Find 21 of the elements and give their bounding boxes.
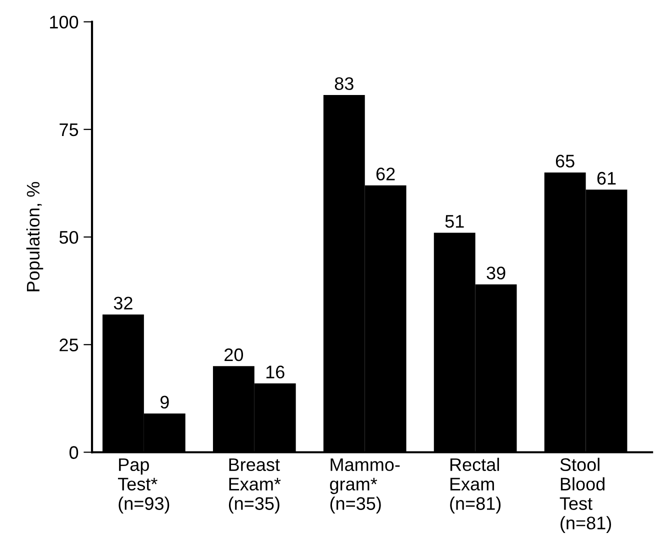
data-label: 32 xyxy=(114,296,132,310)
data-label: 83 xyxy=(334,77,354,90)
y-tick-label: 25 xyxy=(60,338,78,352)
data-label: 65 xyxy=(556,154,574,168)
data-label: 51 xyxy=(445,215,464,228)
data-label: 62 xyxy=(376,168,395,180)
y-tick-label: 100 xyxy=(50,16,78,29)
data-label: 20 xyxy=(224,348,244,362)
y-tick-label: 75 xyxy=(60,124,78,136)
data-label: 39 xyxy=(486,266,506,280)
x-tick-label: Mammo- gram* (n=35) xyxy=(330,458,400,514)
x-tick-label: Pap Test* (n=93) xyxy=(118,458,170,514)
y-axis-title: Population, % xyxy=(26,182,44,292)
data-label: 9 xyxy=(160,396,169,409)
data-label: 16 xyxy=(266,366,284,378)
x-tick-label: Rectal Exam (n=81) xyxy=(450,458,501,514)
y-tick-label: 50 xyxy=(59,230,78,244)
data-label: 61 xyxy=(597,172,616,185)
x-tick-label: Breast Exam* (n=35) xyxy=(228,458,281,514)
y-tick-label: 0 xyxy=(69,446,78,459)
x-tick-label: Stool Blood Test (n=81) xyxy=(560,458,612,533)
